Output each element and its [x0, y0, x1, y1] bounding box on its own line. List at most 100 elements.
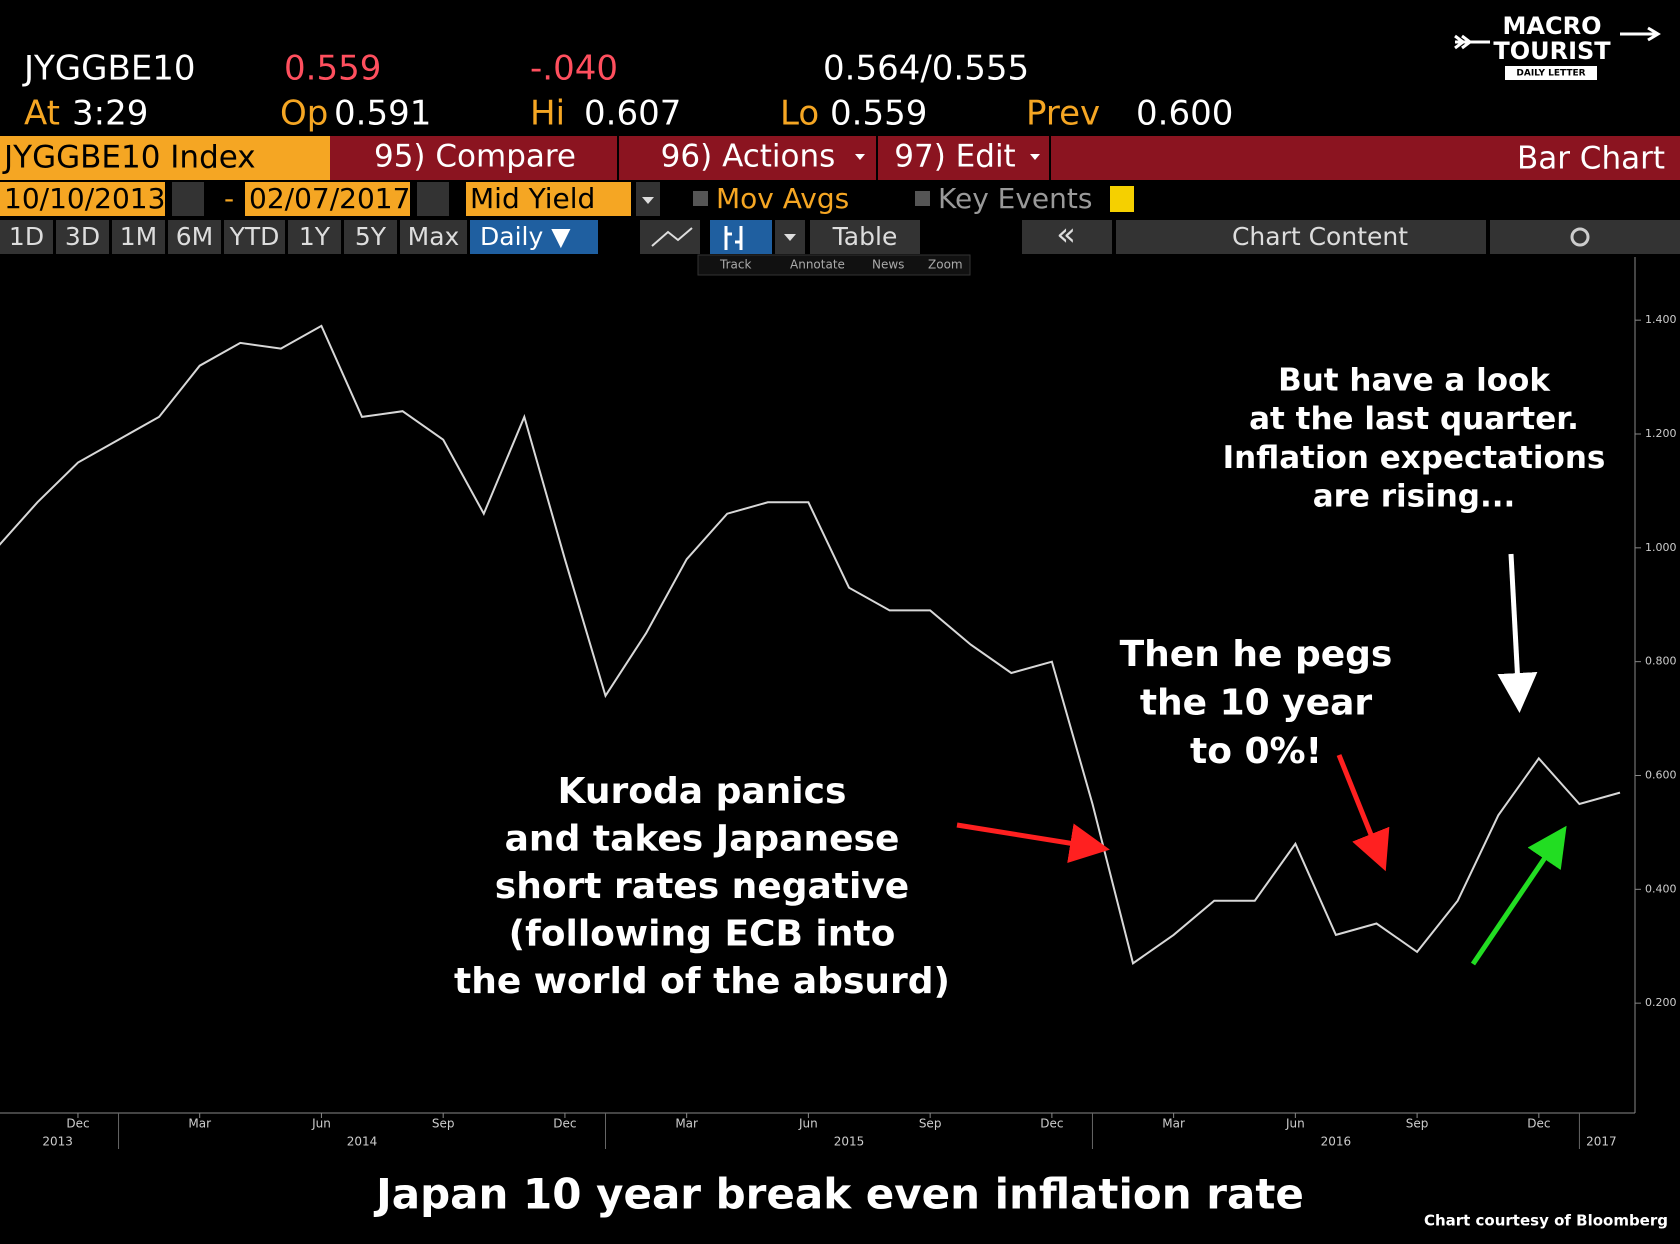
period-button[interactable]: [400, 220, 467, 254]
settings-button[interactable]: [1490, 220, 1680, 254]
annotation: and takes Japanese: [505, 819, 900, 860]
mini-tool[interactable]: News: [872, 258, 904, 272]
period-label[interactable]: Max: [408, 222, 460, 251]
annotation: Then he pegs: [1120, 634, 1393, 675]
period-button[interactable]: [344, 220, 397, 254]
period-button[interactable]: [224, 220, 285, 254]
annotation: the 10 year: [1140, 683, 1373, 724]
value: 0.591: [334, 94, 431, 134]
security-box[interactable]: [0, 136, 330, 180]
period-label[interactable]: 1M: [120, 222, 157, 251]
caret: [784, 234, 796, 241]
period-button[interactable]: [112, 220, 165, 254]
period-button[interactable]: [0, 220, 53, 254]
period-button[interactable]: [288, 220, 341, 254]
arrow: [1497, 553, 1538, 713]
arrow: [1336, 754, 1390, 872]
period-button[interactable]: [168, 220, 221, 254]
y-tick-label: 0.400: [1645, 882, 1677, 895]
menu-item[interactable]: 96) Actions: [661, 139, 836, 175]
end-date[interactable]: 02/07/2017: [249, 182, 410, 215]
period-label[interactable]: 5Y: [355, 222, 387, 251]
annotation: But have a look: [1278, 363, 1551, 399]
collapse-button[interactable]: [1022, 220, 1112, 254]
chart-content-button[interactable]: [1116, 220, 1486, 254]
arrow: [956, 822, 1110, 863]
menu-item[interactable]: 97) Edit: [894, 139, 1015, 175]
y-tick-label: 0.600: [1645, 768, 1677, 781]
arrow: [1470, 825, 1567, 966]
y-tick-label: 1.200: [1645, 427, 1677, 440]
icon: [651, 227, 693, 247]
annotation: (following ECB into: [509, 914, 896, 955]
annotation: Kuroda panics: [558, 771, 847, 812]
menu-item[interactable]: 95) Compare: [374, 139, 576, 175]
mini-tool[interactable]: Track: [719, 258, 751, 272]
x-tick-label: Jun: [798, 1117, 818, 1131]
value: 0.559: [830, 94, 927, 134]
year-label: 2017: [1586, 1135, 1617, 1149]
mini-tools: Track Annotate News Zoom: [719, 258, 963, 272]
label: Lo: [780, 94, 819, 134]
option[interactable]: Mov Avgs: [716, 182, 849, 215]
info-icon[interactable]: [1110, 186, 1134, 212]
button-row: 1D 3D 1M 6M YTD 1Y 5Y Max Daily ▼: [0, 220, 598, 254]
year-label: 2013: [42, 1135, 73, 1149]
value: 3:29: [72, 94, 148, 134]
year-label: 2015: [834, 1135, 865, 1149]
period-label[interactable]: YTD: [229, 222, 280, 251]
x-tick-label: Dec: [553, 1117, 576, 1131]
mini-tool[interactable]: Zoom: [928, 258, 963, 272]
x-tick-label: Sep: [432, 1117, 455, 1131]
chart-title: Japan 10 year break even inflation rate: [373, 1170, 1304, 1219]
mini-tool[interactable]: Annotate: [790, 258, 845, 272]
calendar-icon[interactable]: [172, 182, 204, 216]
x-tick-label: Mar: [675, 1117, 698, 1131]
button-label[interactable]: Table: [832, 222, 898, 251]
annotation: are rising...: [1313, 479, 1516, 515]
checkbox[interactable]: [693, 191, 708, 206]
button-label[interactable]: «: [1056, 215, 1076, 253]
x-tick-label: Sep: [919, 1117, 942, 1131]
period-label[interactable]: 1D: [9, 222, 44, 251]
date-box[interactable]: [0, 182, 165, 216]
value: 0.600: [1136, 94, 1233, 134]
checkbox[interactable]: [915, 191, 930, 206]
line-tool[interactable]: [640, 220, 700, 254]
last-price: 0.559: [284, 49, 381, 89]
logo: MACRO TOURIST DAILY LETTER: [1454, 12, 1661, 80]
period-label[interactable]: 6M: [176, 222, 213, 251]
period-label[interactable]: 1Y: [299, 222, 331, 251]
security[interactable]: JYGGBE10 Index: [2, 140, 256, 176]
label: Op: [280, 94, 328, 134]
x-tick-label: Sep: [1406, 1117, 1429, 1131]
field-box[interactable]: [466, 182, 631, 216]
caret: [642, 197, 654, 204]
y-tick-label: 0.800: [1645, 655, 1677, 668]
date-box[interactable]: [245, 182, 410, 216]
table-button[interactable]: [810, 220, 920, 254]
change: -.040: [530, 49, 618, 89]
mini-toolbar: [697, 254, 971, 276]
y-tick-label: 1.400: [1645, 313, 1677, 326]
x-tick-label: Mar: [188, 1117, 211, 1131]
period-label[interactable]: 3D: [65, 222, 100, 251]
frequency-label[interactable]: Daily ▼: [480, 222, 571, 251]
plot: 0.200 0.400 0.600 0.800 1.000 1.200 1.400 Dec Ma…: [0, 257, 1677, 1149]
x-tick-label: Jun: [311, 1117, 331, 1131]
x-tick-label: Dec: [1040, 1117, 1063, 1131]
start-date[interactable]: 10/10/2013: [4, 182, 165, 215]
logo-text: TOURIST: [1493, 37, 1611, 65]
button-label[interactable]: Chart Content: [1232, 222, 1408, 251]
symbol: JYGGBE10: [22, 49, 196, 89]
field[interactable]: Mid Yield: [470, 182, 595, 215]
option[interactable]: Key Events: [938, 182, 1092, 215]
divider: [617, 136, 1051, 180]
period-button[interactable]: [56, 220, 109, 254]
label: At: [24, 94, 60, 134]
x-tick-label: Dec: [66, 1117, 89, 1131]
y-tick-label: 0.200: [1645, 996, 1677, 1009]
calendar-icon[interactable]: [417, 182, 449, 216]
frequency-button[interactable]: [470, 220, 598, 254]
